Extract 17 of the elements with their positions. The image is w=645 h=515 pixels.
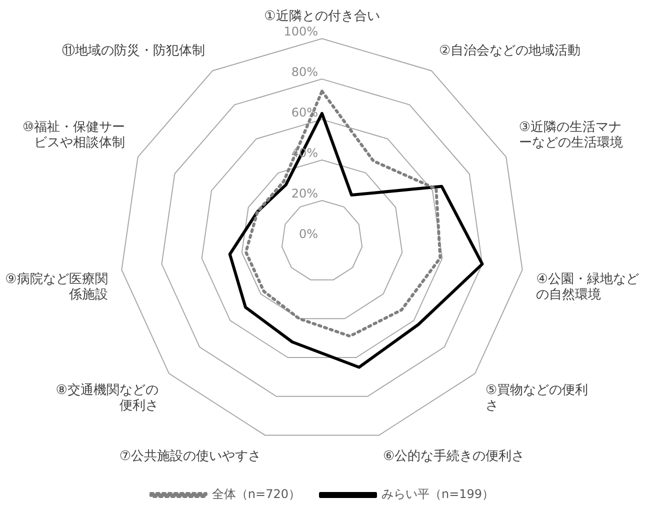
spoke-label: ⑧交通機関などの便利さ [56,382,158,414]
legend-label: 全体（n=720） [212,487,301,502]
y-tick-label: 80% [291,65,318,80]
spoke-label: ⑪地域の防災・防犯体制 [62,44,206,59]
y-tick-label: 100% [284,24,318,39]
spoke-label: ⑦公共施設の使いやすさ [119,448,262,464]
spoke-label: ①近隣との付き合い [264,9,380,24]
y-tick-label: 0% [298,227,318,242]
legend-label: みらい平（n=199） [382,487,494,502]
y-tick-label: 20% [291,186,318,201]
spoke-label: ⑤買物などの便利さ [486,382,588,414]
spoke-label: ⑨病院など医療関係施設 [5,272,108,303]
spoke-label: ⑥公的な手続きの便利さ [382,448,525,464]
spoke-label: ②自治会などの地域活動 [438,44,581,59]
spoke-label: ④公園・緑地などの自然環境 [536,272,639,303]
spoke-label: ③近隣の生活マナーなどの生活環境 [518,120,623,151]
spoke-label: ⑩福祉・保健サービスや相談体制 [22,120,126,151]
